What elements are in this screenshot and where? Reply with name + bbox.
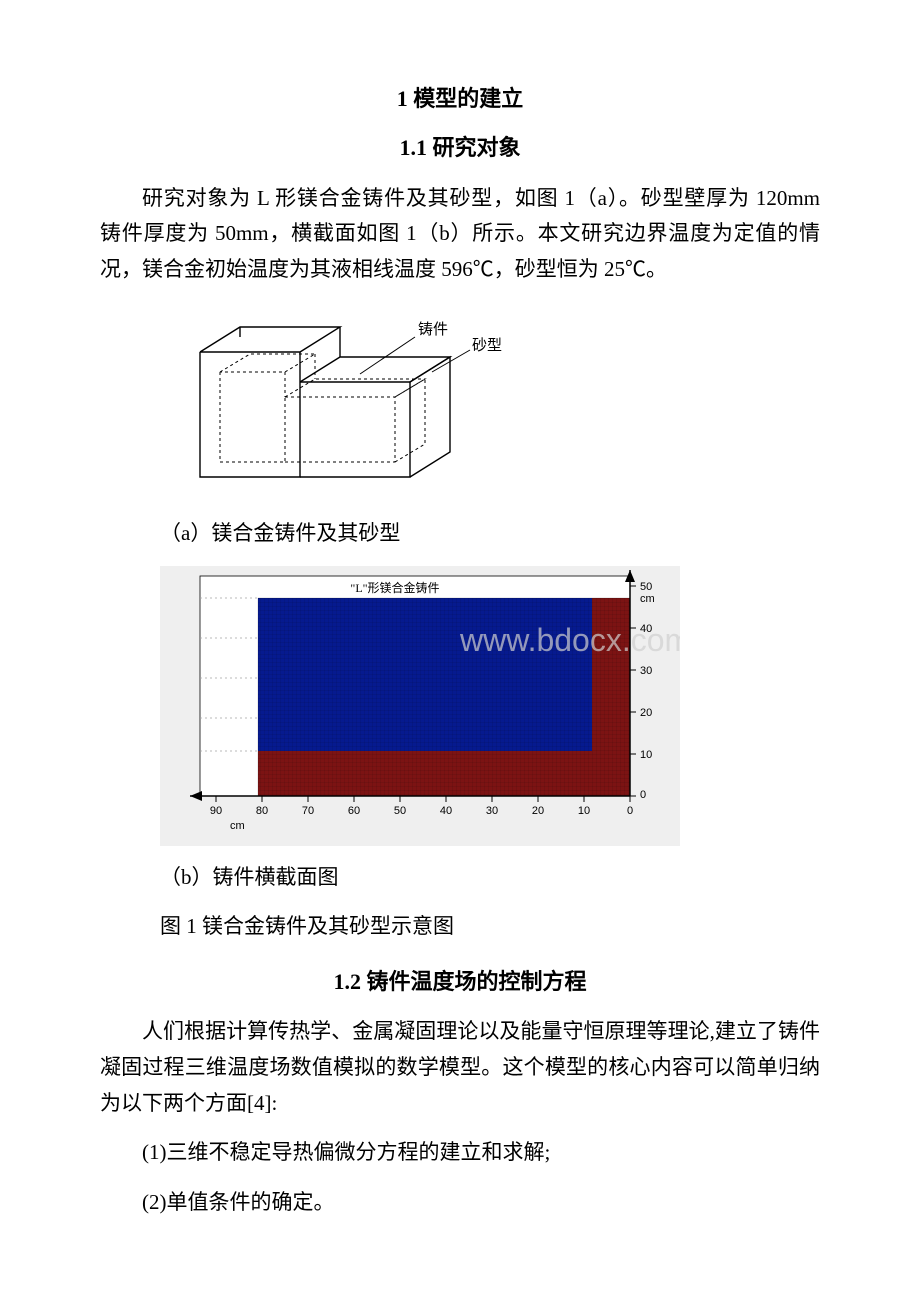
svg-text:30: 30 [486, 805, 498, 817]
svg-text:80: 80 [256, 805, 268, 817]
caption-1a: （a）镁合金铸件及其砂型 [160, 516, 820, 552]
figure-1-caption: 图 1 镁合金铸件及其砂型示意图 [160, 909, 820, 945]
svg-text:0: 0 [640, 789, 646, 801]
svg-text:90: 90 [210, 805, 222, 817]
figure-1b: "L"形镁合金铸件 [160, 566, 820, 846]
fig-a-bg [160, 302, 530, 502]
caption-1b: （b）铸件横截面图 [160, 860, 820, 896]
fig-b-plot: "L"形镁合金铸件 [190, 570, 680, 832]
svg-text:30: 30 [640, 665, 652, 677]
paragraph-1: 研究对象为 L 形镁合金铸件及其砂型，如图 1（a）。砂型壁厚为 120mm 铸… [100, 181, 820, 288]
svg-text:60: 60 [348, 805, 360, 817]
fig-b-y-unit: cm [640, 593, 655, 605]
fig-b-title: "L"形镁合金铸件 [350, 580, 439, 595]
svg-text:70: 70 [302, 805, 314, 817]
paragraph-2: 人们根据计算传热学、金属凝固理论以及能量守恒原理等理论,建立了铸件凝固过程三维温… [100, 1014, 820, 1121]
svg-text:10: 10 [640, 749, 652, 761]
fig-a-label-casting: 铸件 [418, 321, 448, 338]
svg-text:20: 20 [532, 805, 544, 817]
svg-text:50: 50 [394, 805, 406, 817]
svg-text:10: 10 [578, 805, 590, 817]
section-1-heading: 1 模型的建立 [100, 80, 820, 117]
svg-text:20: 20 [640, 707, 652, 719]
svg-text:40: 40 [440, 805, 452, 817]
svg-text:40: 40 [640, 623, 652, 635]
paragraph-3: (1)三维不稳定导热偏微分方程的建立和求解; [100, 1135, 820, 1171]
fig-a-label-mold: 砂型 [472, 337, 502, 354]
fig-b-x-unit: cm [230, 820, 245, 832]
svg-text:0: 0 [627, 805, 633, 817]
svg-text:50: 50 [640, 581, 652, 593]
section-1-1-heading: 1.1 研究对象 [100, 129, 820, 166]
figure-1a: 铸件 砂型 [160, 302, 820, 502]
paragraph-4: (2)单值条件的确定。 [100, 1185, 820, 1221]
section-1-2-heading: 1.2 铸件温度场的控制方程 [100, 963, 820, 1000]
